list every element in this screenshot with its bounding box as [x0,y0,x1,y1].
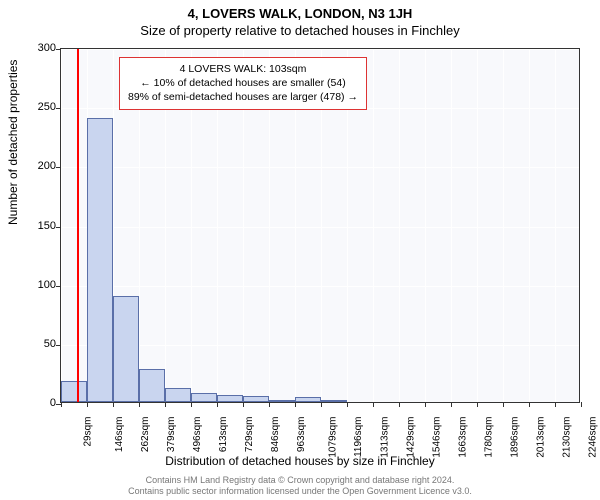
xtick-label: 1663sqm [458,417,469,458]
xtick-mark [139,402,140,407]
histogram-bar [191,393,217,402]
xtick-mark [165,402,166,407]
ytick-label: 300 [16,42,56,54]
gridline-v [373,49,374,402]
xtick-mark [451,402,452,407]
xtick-mark [217,402,218,407]
xtick-mark [295,402,296,407]
ytick-label: 250 [16,101,56,113]
gridline-v [529,49,530,402]
xtick-label: 2013sqm [536,417,547,458]
gridline-v [425,49,426,402]
xtick-label: 729sqm [244,417,255,453]
xtick-mark [477,402,478,407]
xtick-mark [87,402,88,407]
xtick-mark [347,402,348,407]
xtick-label: 613sqm [218,417,229,453]
ytick-label: 100 [16,279,56,291]
xtick-label: 1780sqm [484,417,495,458]
chart-area: 4 LOVERS WALK: 103sqm← 10% of detached h… [60,48,580,403]
ytick-label: 0 [16,397,56,409]
gridline-v [451,49,452,402]
histogram-bar [269,400,295,402]
xtick-mark [191,402,192,407]
annotation-box: 4 LOVERS WALK: 103sqm← 10% of detached h… [119,57,367,110]
xtick-label: 1079sqm [328,417,339,458]
title-block: 4, LOVERS WALK, LONDON, N3 1JH Size of p… [0,0,600,38]
histogram-bar [165,388,191,402]
xtick-mark [61,402,62,407]
xtick-mark [321,402,322,407]
xtick-label: 1546sqm [432,417,443,458]
footer-line2: Contains public sector information licen… [0,486,600,498]
xtick-label: 1896sqm [510,417,521,458]
xtick-mark [529,402,530,407]
footer-attribution: Contains HM Land Registry data © Crown c… [0,475,600,498]
y-axis-label: Number of detached properties [6,60,20,225]
gridline-v [61,49,62,402]
xtick-label: 963sqm [296,417,307,453]
xtick-label: 29sqm [83,417,94,447]
gridline-v [581,49,582,402]
xtick-label: 496sqm [192,417,203,453]
gridline-v [555,49,556,402]
xtick-label: 262sqm [140,417,151,453]
ytick-label: 200 [16,160,56,172]
histogram-bar [321,400,347,402]
property-marker-line [77,49,79,402]
xtick-mark [373,402,374,407]
xtick-label: 146sqm [114,417,125,453]
histogram-bar [113,296,139,403]
xtick-label: 1429sqm [406,417,417,458]
ytick-label: 150 [16,220,56,232]
chart-title-address: 4, LOVERS WALK, LONDON, N3 1JH [0,6,600,21]
xtick-mark [113,402,114,407]
histogram-bar [217,395,243,402]
chart-title-desc: Size of property relative to detached ho… [0,23,600,38]
xtick-label: 2130sqm [562,417,573,458]
gridline-v [399,49,400,402]
ytick-label: 50 [16,338,56,350]
xtick-label: 2246sqm [588,417,599,458]
histogram-bar [295,397,321,402]
xtick-mark [243,402,244,407]
footer-line1: Contains HM Land Registry data © Crown c… [0,475,600,487]
annotation-line1: 4 LOVERS WALK: 103sqm [128,62,358,76]
xtick-mark [555,402,556,407]
xtick-label: 1196sqm [353,417,364,457]
xtick-mark [399,402,400,407]
xtick-label: 1313sqm [380,417,391,458]
xtick-mark [425,402,426,407]
histogram-bar [61,381,87,402]
gridline-v [503,49,504,402]
xtick-label: 379sqm [166,417,177,453]
xtick-label: 846sqm [270,417,281,453]
xtick-mark [269,402,270,407]
xtick-mark [503,402,504,407]
annotation-line2: ← 10% of detached houses are smaller (54… [128,76,358,90]
plot-area: 4 LOVERS WALK: 103sqm← 10% of detached h… [60,48,580,403]
histogram-bar [243,396,269,402]
histogram-bar [139,369,165,402]
xtick-mark [581,402,582,407]
gridline-v [477,49,478,402]
annotation-line3: 89% of semi-detached houses are larger (… [128,90,358,104]
histogram-bar [87,118,113,402]
